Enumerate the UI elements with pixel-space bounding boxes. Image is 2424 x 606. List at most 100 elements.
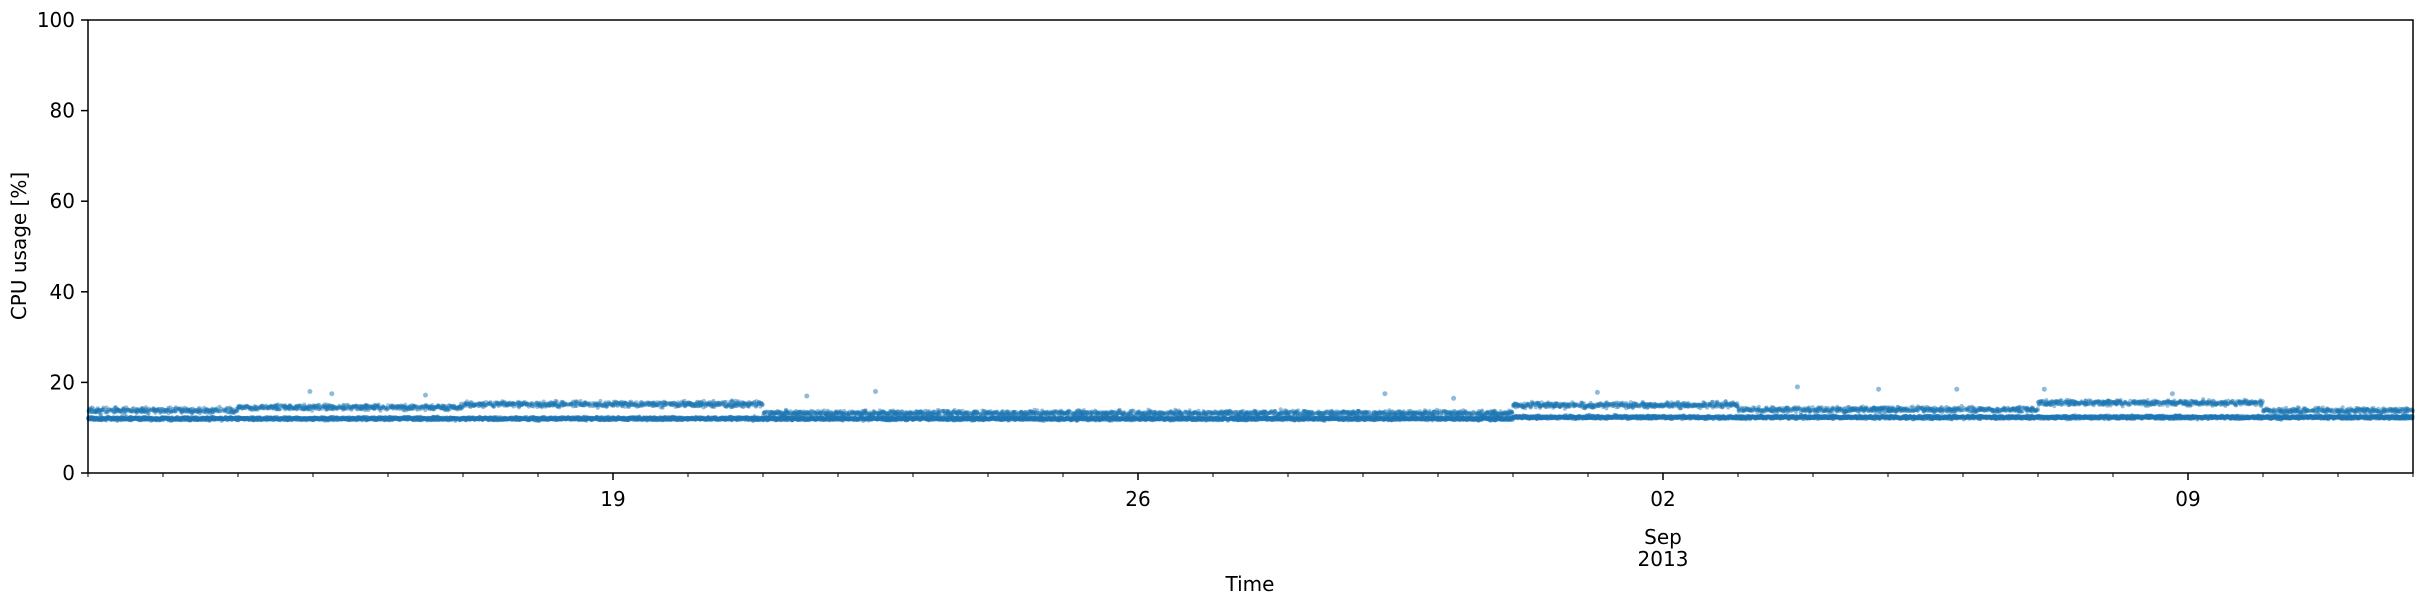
data-point: [113, 407, 118, 412]
data-point: [119, 408, 124, 413]
data-point: [105, 407, 109, 412]
data-point: [182, 405, 187, 410]
data-point: [140, 410, 144, 415]
data-point: [183, 409, 188, 414]
data-point: [152, 408, 157, 412]
data-point: [142, 409, 147, 414]
data-point: [215, 409, 220, 414]
data-point: [161, 409, 166, 414]
data-point: [211, 410, 216, 414]
data-point: [208, 408, 213, 413]
data-point: [109, 407, 114, 412]
data-point: [224, 407, 229, 412]
data-point: [213, 407, 218, 412]
data-point: [130, 406, 135, 411]
data-point: [107, 407, 112, 412]
data-point: [124, 405, 129, 410]
data-point: [191, 410, 196, 414]
data-point: [143, 410, 148, 414]
data-point: [154, 409, 159, 414]
data-point: [162, 410, 167, 414]
data-point: [217, 409, 222, 414]
data-point: [184, 406, 189, 411]
data-point: [131, 406, 136, 411]
data-point: [212, 409, 216, 414]
data-point: [190, 411, 195, 416]
data-point: [169, 409, 174, 414]
data-point: [129, 409, 134, 414]
data-point: [112, 406, 117, 411]
data-point: [152, 409, 156, 414]
data-point: [163, 408, 168, 413]
data-point: [164, 407, 169, 412]
data-point: [118, 408, 123, 413]
data-point: [166, 407, 170, 412]
data-point: [101, 407, 106, 411]
data-point: [150, 408, 155, 413]
data-point: [225, 410, 230, 415]
data-point: [203, 410, 208, 415]
data-point: [177, 407, 182, 412]
data-point: [94, 408, 99, 413]
data-point: [179, 410, 184, 415]
data-point: [185, 408, 190, 413]
data-point: [111, 407, 116, 412]
data-point: [139, 408, 144, 412]
data-point: [117, 408, 122, 412]
data-point: [554, 399, 559, 404]
data-point: [219, 406, 224, 411]
data-point: [127, 408, 132, 413]
data-point: [221, 407, 226, 412]
data-point: [183, 409, 188, 414]
data-point: [94, 410, 99, 415]
data-point: [133, 408, 138, 413]
data-point: [158, 409, 163, 414]
data-point: [178, 409, 183, 414]
data-point: [160, 406, 165, 411]
data-point: [164, 409, 169, 414]
data-point: [137, 409, 142, 413]
data-point: [186, 409, 190, 414]
data-point: [125, 409, 130, 413]
data-point: [598, 398, 603, 403]
data-point: [97, 407, 102, 412]
data-point: [197, 408, 201, 413]
data-point: [188, 409, 193, 414]
data-point: [121, 406, 126, 411]
data-point: [213, 407, 218, 412]
data-point: [100, 407, 105, 412]
data-point: [165, 408, 170, 413]
data-point: [163, 408, 168, 413]
data-point: [208, 409, 213, 414]
data-point: [148, 408, 153, 412]
data-point: [171, 408, 176, 413]
data-point: [139, 410, 143, 414]
data-point: [216, 407, 220, 412]
data-point: [198, 408, 203, 413]
data-point: [188, 408, 193, 413]
data-point: [93, 409, 98, 414]
data-point: [197, 411, 202, 416]
data-point: [278, 407, 283, 412]
data-point: [210, 408, 215, 413]
data-point: [181, 409, 186, 414]
data-point: [133, 408, 138, 413]
data-point: [195, 410, 199, 415]
data-point: [158, 409, 163, 414]
data-point: [155, 407, 160, 412]
data-point: [190, 406, 195, 411]
data-point: [196, 408, 201, 413]
data-point: [142, 408, 146, 413]
data-point: [176, 406, 181, 411]
data-point: [188, 407, 193, 411]
data-point: [95, 406, 100, 411]
data-point: [90, 410, 95, 415]
data-point: [93, 410, 98, 414]
data-point: [180, 407, 185, 412]
data-point: [151, 406, 156, 411]
data-point: [101, 407, 105, 412]
data-point: [202, 410, 207, 414]
data-point: [88, 407, 93, 412]
data-point: [168, 408, 173, 413]
data-point: [164, 409, 169, 414]
